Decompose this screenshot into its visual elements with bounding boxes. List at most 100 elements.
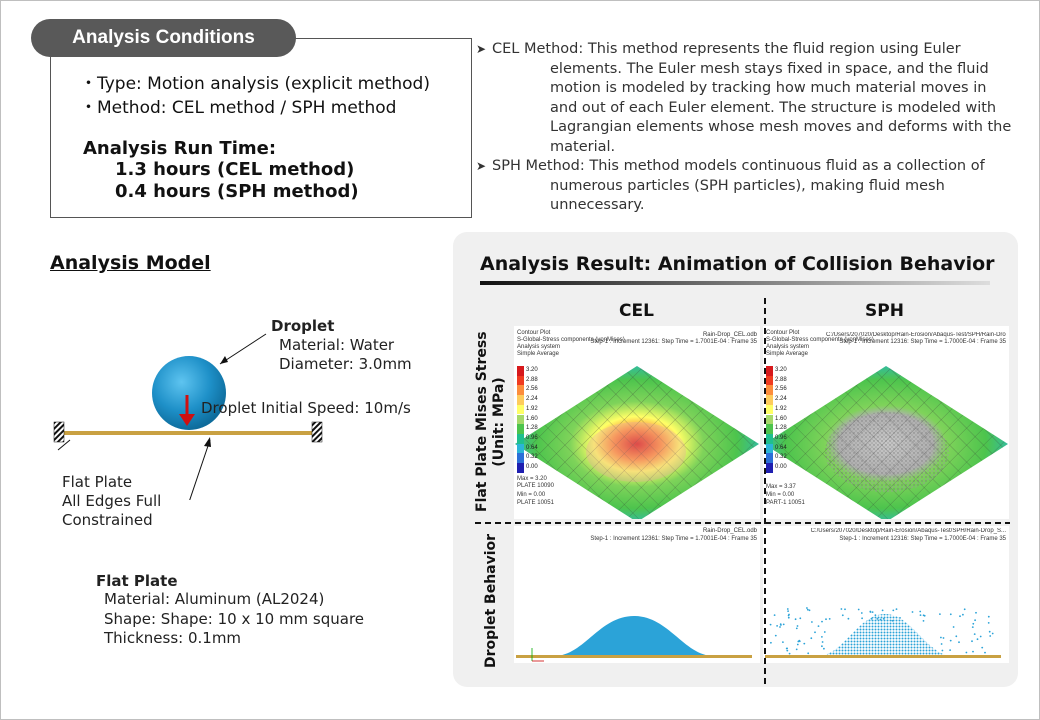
- spray-particle: [955, 635, 958, 638]
- left-support-hatch: [53, 421, 65, 443]
- spray-particle: [786, 608, 789, 610]
- cel-part-max: PLATE 10090: [517, 483, 554, 489]
- spray-particle: [821, 645, 823, 648]
- spray-particle: [787, 610, 789, 612]
- sph-droplet-shape: [818, 614, 953, 656]
- plate-note-3: Constrained: [62, 511, 153, 529]
- cel-contour-var: S-Global-Stress components (vonMises): [517, 337, 625, 343]
- spray-particle: [811, 621, 813, 623]
- sph-stress-plot: Contour Plot S-Global-Stress components …: [763, 326, 1009, 519]
- legend-swatch: [766, 366, 773, 376]
- spray-particle: [810, 637, 813, 640]
- spray-particle: [776, 625, 778, 627]
- spray-particle: [876, 618, 879, 620]
- plate-material: Material: Aluminum (AL2024): [104, 590, 325, 608]
- legend-label: 2.88: [775, 376, 787, 383]
- spray-particle: [959, 615, 961, 618]
- cel-min: Min = 0.00: [517, 492, 546, 498]
- spray-particle: [774, 634, 777, 637]
- legend-swatch: [517, 404, 524, 415]
- droplet-title: Droplet: [271, 317, 335, 335]
- spray-particle: [779, 626, 781, 628]
- cel-contour-sys: Analysis system: [517, 344, 561, 350]
- spray-particle: [972, 650, 974, 653]
- plate-note-2: All Edges Full: [62, 492, 162, 510]
- spray-particle: [782, 623, 785, 626]
- spray-particle: [821, 620, 823, 623]
- legend-label: 1.60: [526, 415, 538, 422]
- spray-particle: [806, 607, 808, 609]
- spray-particle: [821, 636, 823, 638]
- spray-particle: [817, 625, 820, 627]
- legend-label: 1.28: [775, 425, 787, 432]
- spray-particle: [919, 610, 922, 613]
- legend-label: 1.92: [775, 405, 787, 412]
- spray-particle: [882, 617, 885, 620]
- sph-stress-svg: [764, 366, 1008, 519]
- spray-particle: [981, 646, 984, 649]
- spray-particle: [987, 615, 990, 618]
- spray-particle: [769, 623, 772, 626]
- cel-droplet-step: Step-1 : Increment 12361: Step Time = 1.…: [590, 536, 757, 542]
- spray-particle: [881, 609, 884, 612]
- spray-particle: [786, 649, 789, 652]
- legend-swatch: [517, 463, 524, 473]
- spray-particle: [919, 614, 922, 616]
- legend-label: 0.64: [526, 444, 538, 451]
- cel-step-info: Step-1 : Increment 12361: Step Time = 1.…: [590, 339, 757, 345]
- spray-particle: [823, 631, 826, 633]
- spray-particle: [975, 611, 977, 614]
- legend-swatch: [517, 375, 524, 386]
- sph-droplet-step: Step-1 : Increment 12316: Step Time = 1.…: [839, 536, 1006, 542]
- legend-swatch: [766, 433, 773, 444]
- legend-swatch: [766, 404, 773, 415]
- spray-particle: [949, 649, 951, 651]
- spray-particle: [899, 617, 901, 619]
- sph-spray-particles: [769, 607, 994, 655]
- spray-particle: [988, 630, 991, 633]
- spray-particle: [821, 641, 824, 643]
- column-header-sph: SPH: [865, 301, 904, 321]
- sph-description-first: SPH Method: This method models continuou…: [492, 158, 985, 174]
- sph-description: ➤ SPH Method: This method models continu…: [476, 157, 1016, 216]
- model-title: Analysis Model: [50, 252, 211, 274]
- cel-droplet-plot: Rain-Drop_CEL.odb Step-1 : Increment 123…: [514, 526, 760, 663]
- method-descriptions: ➤ CEL Method: This method represents the…: [476, 40, 1016, 216]
- legend-swatch: [766, 375, 773, 386]
- droplet-leader: [219, 333, 267, 365]
- cel-description-rest: elements. The Euler mesh stays fixed in …: [550, 60, 1012, 155]
- spray-particle: [991, 632, 994, 635]
- sph-part: PART-1 10051: [766, 500, 805, 506]
- spray-particle: [807, 652, 810, 655]
- spray-particle: [870, 617, 873, 620]
- spray-particle: [787, 616, 790, 619]
- spray-particle: [860, 612, 863, 614]
- spray-particle: [922, 620, 925, 622]
- cel-description-first: CEL Method: This method represents the f…: [492, 41, 961, 57]
- legend-swatch: [517, 366, 524, 376]
- legend-swatch: [517, 453, 524, 463]
- legend-swatch: [517, 414, 524, 425]
- legend-swatch: [766, 443, 773, 454]
- sph-droplet-file: C:/Users/207020/Desktop/Rain-Erosion/Aba…: [810, 528, 1006, 534]
- spray-particle: [979, 635, 982, 638]
- sph-droplet-svg: [765, 607, 1001, 658]
- spray-particle: [857, 608, 860, 611]
- result-title-underline: [480, 281, 990, 285]
- legend-swatch: [766, 453, 773, 463]
- legend-label: 0.32: [775, 454, 787, 461]
- spray-particle: [891, 619, 894, 622]
- conditions-title: Analysis Conditions: [31, 19, 296, 57]
- spray-particle: [803, 642, 806, 645]
- cel-droplet-file: Rain-Drop_CEL.odb: [702, 528, 757, 534]
- spray-particle: [952, 626, 955, 628]
- spray-particle: [958, 641, 960, 644]
- spray-particle: [939, 613, 941, 615]
- sph-contour-var: S-Global-Stress components (vonMises): [766, 337, 874, 343]
- spray-particle: [847, 617, 850, 620]
- legend-label: 0.00: [526, 464, 538, 470]
- spray-particle: [869, 611, 872, 613]
- spray-particle: [971, 640, 973, 643]
- panel-dividers: [475, 298, 1010, 688]
- spray-particle: [940, 636, 942, 639]
